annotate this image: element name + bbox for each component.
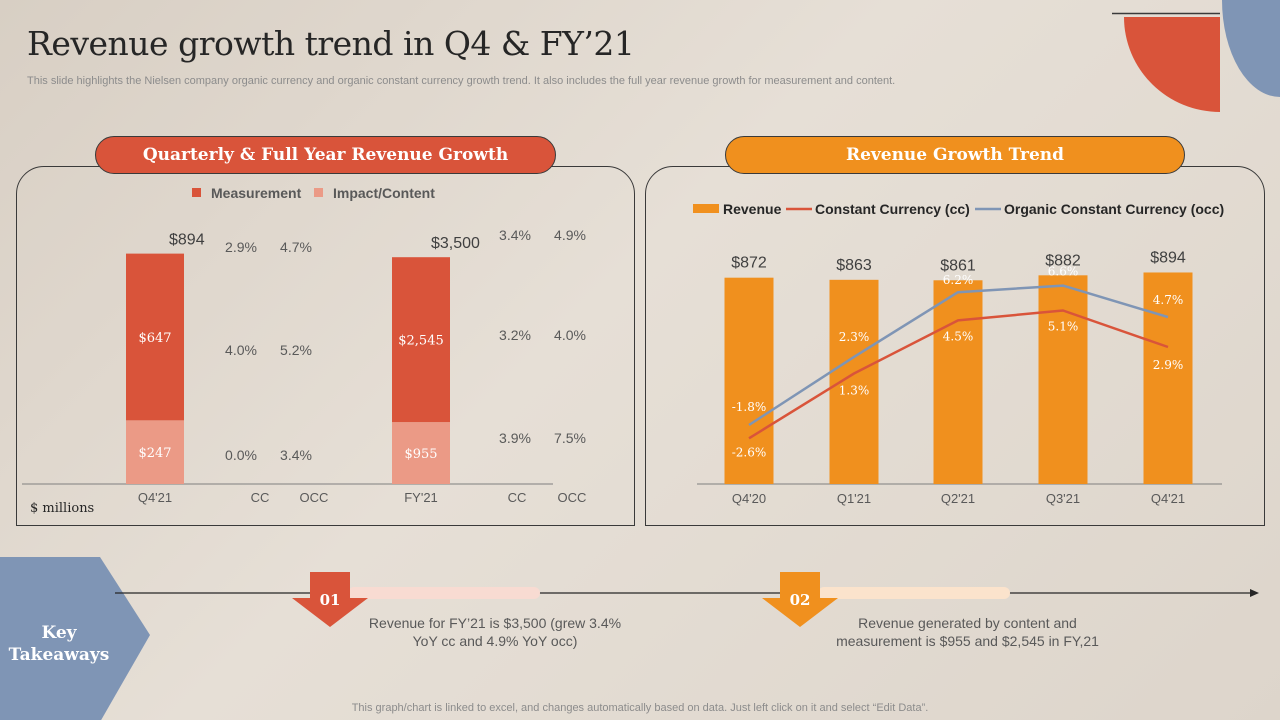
timeline-arrowhead: [1250, 589, 1259, 597]
revenue-bar-2: [933, 280, 983, 484]
right-panel-heading: Revenue Growth Trend: [725, 136, 1185, 174]
growth-value-1-1-1: 4.0%: [554, 327, 586, 343]
growth-value-0-1-0: 4.0%: [225, 342, 257, 358]
x-tick-label-right-3: Q3'21: [1046, 491, 1080, 506]
left-panel-heading: Quarterly & Full Year Revenue Growth: [95, 136, 556, 174]
growth-value-1-2-1: 7.5%: [554, 430, 586, 446]
corner-decoration: [1112, 0, 1280, 112]
occ-label-1: 2.3%: [839, 330, 870, 344]
legend-label-1: Impact/Content: [333, 185, 435, 201]
growth-value-0-1-1: 5.2%: [280, 342, 312, 358]
revenue-bar-4: [1143, 272, 1193, 484]
occ-label-2: 6.2%: [943, 273, 974, 287]
growth-value-1-2-0: 3.9%: [499, 430, 531, 446]
bar-measurement-1: [392, 257, 450, 423]
legend-swatch-1: [314, 188, 323, 197]
orange-quarter-circle: [1124, 17, 1220, 112]
x-tick-label-right-0: Q4'20: [732, 491, 766, 506]
growth-value-0-0-0: 2.9%: [225, 239, 257, 255]
occ-label-4: 4.7%: [1153, 293, 1184, 307]
growth-value-0-2-1: 3.4%: [280, 447, 312, 463]
x-tick-label-right-4: Q4'21: [1151, 491, 1185, 506]
cc-label-4: 2.9%: [1153, 358, 1184, 372]
growth-column-label-0-1: OCC: [300, 490, 329, 505]
page-title: Revenue growth trend in Q4 & FY’21: [27, 24, 635, 63]
takeaway-1-number: 01: [319, 591, 341, 609]
x-tick-label-1: FY'21: [404, 490, 438, 505]
revenue-label-1: $863: [836, 257, 872, 274]
growth-value-0-2-0: 0.0%: [225, 447, 257, 463]
takeaway-1-badge: [292, 572, 368, 627]
page-subtitle: This slide highlights the Nielsen compan…: [27, 75, 896, 87]
occ-label-0: -1.8%: [732, 400, 767, 414]
revenue-bar-1: [829, 279, 879, 484]
bar-content-0: [126, 420, 184, 484]
growth-value-0-0-1: 4.7%: [280, 239, 312, 255]
x-tick-label-right-1: Q1'21: [837, 491, 871, 506]
cc-label-3: 5.1%: [1048, 319, 1079, 333]
takeaway-2-badge: [762, 572, 838, 627]
key-takeaways-label: Key Takeaways: [8, 623, 110, 665]
legend-occ-label: Organic Constant Currency (occ): [1004, 201, 1224, 217]
takeaway-1-bar: [348, 587, 540, 599]
footer-note: This graph/chart is linked to excel, and…: [351, 702, 929, 714]
growth-column-label-1-1: OCC: [558, 490, 587, 505]
legend-label-0: Measurement: [211, 185, 302, 201]
cc-label-1: 1.3%: [839, 384, 870, 398]
revenue-bar-0: [724, 277, 774, 484]
growth-value-1-1-0: 3.2%: [499, 327, 531, 343]
revenue-label-0: $872: [731, 255, 767, 272]
cc-label-0: -2.6%: [732, 445, 767, 459]
revenue-label-2: $861: [940, 257, 976, 274]
takeaway-2-bar: [818, 587, 1010, 599]
bar-content-label-1: $955: [404, 447, 437, 462]
bar-content-label-0: $247: [138, 446, 171, 461]
growth-column-label-1-0: CC: [508, 490, 527, 505]
unit-label: $ millions: [30, 501, 95, 516]
bar-total-label-1: $3,500: [431, 235, 480, 252]
legend-revenue-label: Revenue: [723, 201, 782, 217]
bar-measurement-label-0: $647: [138, 331, 171, 346]
legend-revenue-swatch: [693, 204, 719, 213]
legend-cc-label: Constant Currency (cc): [815, 201, 970, 217]
key-takeaways-arrow: [0, 557, 150, 720]
x-tick-label-0: Q4'21: [138, 490, 172, 505]
occ-line: [748, 284, 1169, 427]
revenue-label-3: $882: [1045, 252, 1081, 269]
takeaway-2-number: 02: [789, 591, 811, 609]
occ-label-3: 6.6%: [1048, 265, 1079, 279]
bar-content-1: [392, 422, 450, 484]
takeaway-1-text: Revenue for FY’21 is $3,500 (grew 3.4% Y…: [368, 615, 622, 649]
bar-measurement-label-1: $2,545: [398, 334, 444, 349]
growth-value-1-0-1: 4.9%: [554, 227, 586, 243]
bar-measurement-0: [126, 253, 184, 421]
revenue-label-4: $894: [1150, 249, 1186, 266]
growth-value-1-0-0: 3.4%: [499, 227, 531, 243]
cc-label-2: 4.5%: [943, 329, 974, 343]
takeaway-2-text: Revenue generated by content and measure…: [836, 615, 1099, 649]
legend-swatch-0: [192, 188, 201, 197]
bar-total-label-0: $894: [169, 232, 205, 249]
cc-line: [748, 309, 1169, 440]
growth-column-label-0-0: CC: [251, 490, 270, 505]
blue-quarter-circle: [1222, 0, 1280, 97]
x-tick-label-right-2: Q2'21: [941, 491, 975, 506]
